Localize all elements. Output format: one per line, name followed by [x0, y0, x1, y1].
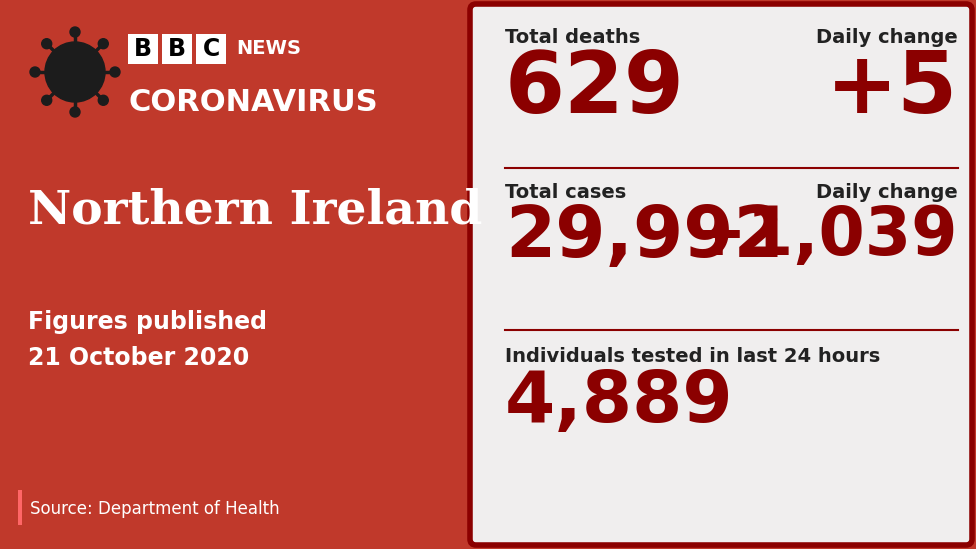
Text: C: C — [202, 37, 220, 61]
FancyBboxPatch shape — [470, 4, 972, 545]
Circle shape — [42, 96, 52, 105]
Text: CORONAVIRUS: CORONAVIRUS — [128, 88, 378, 117]
Text: Northern Ireland: Northern Ireland — [28, 187, 482, 233]
Text: 629: 629 — [505, 48, 685, 131]
Text: Total cases: Total cases — [505, 183, 627, 202]
Bar — [162, 34, 192, 64]
Text: +5: +5 — [826, 48, 958, 131]
Circle shape — [70, 107, 80, 117]
Text: B: B — [134, 37, 152, 61]
Circle shape — [42, 39, 52, 49]
Circle shape — [45, 42, 105, 102]
Text: Total deaths: Total deaths — [505, 28, 640, 47]
Circle shape — [30, 67, 40, 77]
Circle shape — [70, 27, 80, 37]
Circle shape — [99, 39, 108, 49]
Text: Individuals tested in last 24 hours: Individuals tested in last 24 hours — [505, 347, 880, 366]
Text: NEWS: NEWS — [236, 40, 301, 59]
Circle shape — [99, 96, 108, 105]
Text: Source: Department of Health: Source: Department of Health — [30, 500, 280, 518]
Bar — [196, 34, 226, 64]
Circle shape — [110, 67, 120, 77]
Bar — [18, 490, 22, 525]
Bar — [128, 34, 158, 64]
Text: 29,992: 29,992 — [505, 203, 784, 272]
Text: B: B — [168, 37, 186, 61]
Text: 4,889: 4,889 — [505, 368, 734, 437]
Text: 21 October 2020: 21 October 2020 — [28, 346, 249, 370]
Text: Figures published: Figures published — [28, 310, 267, 334]
Text: Daily change: Daily change — [816, 28, 958, 47]
Text: Daily change: Daily change — [816, 183, 958, 202]
Text: +1,039: +1,039 — [692, 203, 958, 269]
